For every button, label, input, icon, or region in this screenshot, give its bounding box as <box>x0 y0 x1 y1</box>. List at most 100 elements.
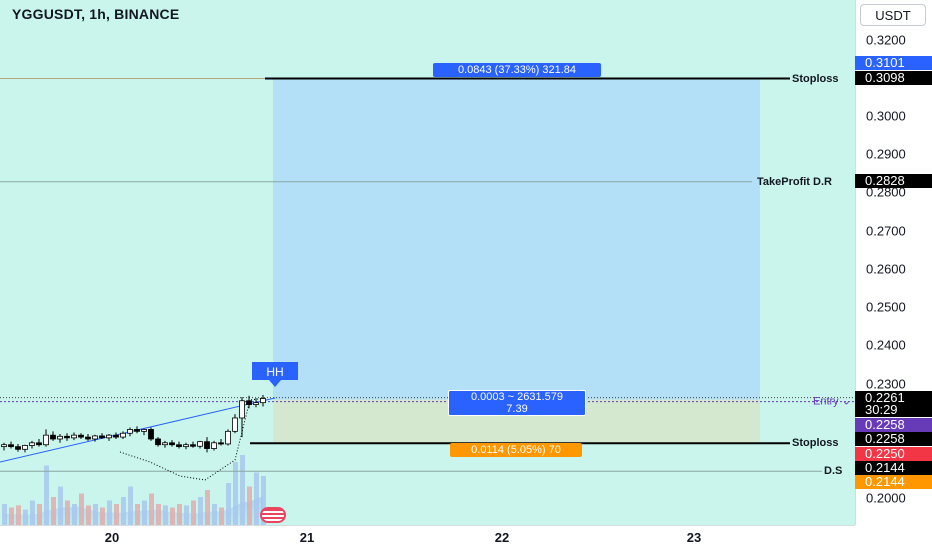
stoploss-top-label[interactable]: Stoploss <box>792 72 839 85</box>
level-lines <box>0 77 855 472</box>
volume-bar <box>65 500 70 525</box>
candle-body <box>197 441 203 447</box>
volume-bars <box>2 455 266 525</box>
price-tag: 0.2828 <box>855 174 932 188</box>
candle-body <box>218 442 224 445</box>
currency-button[interactable]: USDT <box>860 4 926 26</box>
time-tick: 20 <box>104 530 120 545</box>
volume-bar <box>247 486 252 525</box>
price-tick: 0.2900 <box>866 146 906 162</box>
candle-body <box>225 430 231 445</box>
volume-bar <box>37 504 42 525</box>
time-tick: 22 <box>494 530 510 545</box>
volume-average-area <box>4 496 263 525</box>
candle-body <box>183 444 189 448</box>
price-tick: 0.2000 <box>866 490 906 506</box>
position-zones <box>273 78 760 444</box>
price-tick: 0.2500 <box>866 299 906 315</box>
stop-label[interactable]: 0.0114 (5.05%) 70 <box>450 443 582 457</box>
candles <box>1 395 266 453</box>
volume-bar <box>51 497 56 525</box>
volume-bar <box>205 490 210 525</box>
volume-bar <box>142 500 147 525</box>
candle-body <box>15 446 21 450</box>
position-center-line-1: 0.0003 ~ 2631.579 <box>470 391 564 403</box>
candle-body <box>64 435 70 439</box>
candle-body <box>57 435 63 440</box>
candle-body <box>127 429 133 434</box>
candle-body <box>162 442 168 446</box>
takeprofit-label[interactable]: TakeProfit D.R <box>757 175 832 188</box>
candle-body <box>148 429 154 440</box>
price-tag: 0.2258 <box>855 418 932 432</box>
axis-corner <box>855 525 932 550</box>
time-tick: 21 <box>299 530 315 545</box>
entry-label[interactable]: Entry ⌄ <box>813 394 851 407</box>
candle-body <box>190 444 196 447</box>
volume-bar <box>233 462 238 525</box>
volume-bar <box>219 507 224 525</box>
candle-body <box>134 429 140 432</box>
volume-bar <box>9 507 14 525</box>
price-tag: 0.3098 <box>855 71 932 85</box>
candle-body <box>120 432 126 438</box>
price-tick: 0.2300 <box>866 376 906 392</box>
dotted-swing-line <box>119 397 266 481</box>
hh-label: HH <box>266 365 284 379</box>
candle-body <box>36 442 42 446</box>
candle-body <box>155 438 161 446</box>
position-center-label[interactable]: 0.0003 ~ 2631.579 7.39 <box>448 390 586 416</box>
position-center-line-2: 7.39 <box>506 403 528 415</box>
volume-bar <box>163 505 168 525</box>
candle-body <box>99 435 105 439</box>
volume-bar <box>86 505 91 525</box>
target-label[interactable]: 0.0843 (37.33%) 321.84 <box>433 63 601 77</box>
candle-body <box>22 445 28 450</box>
stoploss-bottom-label[interactable]: Stoploss <box>792 437 839 450</box>
volume-bar <box>100 507 105 525</box>
volume-bar <box>23 509 28 525</box>
candle-body <box>211 442 217 449</box>
volume-bar <box>156 504 161 525</box>
candle-body <box>8 444 14 448</box>
us-flag-icon[interactable] <box>260 507 286 523</box>
candle-body <box>85 436 91 440</box>
volume-bar <box>184 505 189 525</box>
volume-ma-area <box>4 496 263 525</box>
volume-bar <box>121 497 126 525</box>
candle-body <box>29 442 35 446</box>
volume-bar <box>149 493 154 525</box>
profit-zone <box>273 78 760 400</box>
time-axis[interactable] <box>0 525 855 550</box>
candle-body <box>78 434 84 438</box>
price-tick: 0.2700 <box>866 223 906 239</box>
price-tick: 0.3000 <box>866 108 906 124</box>
candle-body <box>239 400 245 419</box>
candle-body <box>71 434 77 439</box>
price-tick: 0.2400 <box>866 337 906 353</box>
volume-bar <box>79 493 84 525</box>
hh-callout <box>252 362 298 387</box>
price-tick: 0.2800 <box>866 184 906 200</box>
candle-body <box>232 417 238 432</box>
volume-bar <box>44 465 49 525</box>
volume-bar <box>135 504 140 525</box>
volume-bar <box>30 500 35 525</box>
volume-bar <box>114 504 119 525</box>
candle-body <box>204 441 210 449</box>
symbol-title: YGGUSDT, 1h, BINANCE <box>12 6 180 22</box>
candle-body <box>50 434 56 440</box>
price-tick: 0.2600 <box>866 261 906 277</box>
volume-bar <box>107 500 112 525</box>
ds-label[interactable]: D.S <box>824 465 843 478</box>
volume-bar <box>191 500 196 525</box>
candle-body <box>141 429 147 432</box>
volume-bar <box>72 504 77 525</box>
price-tag: 0.3101 <box>855 56 932 70</box>
volume-bar <box>254 472 259 525</box>
candle-body <box>113 434 119 438</box>
volume-bar <box>212 504 217 525</box>
volume-bar <box>177 504 182 525</box>
price-tag: 0.2250 <box>855 447 932 461</box>
